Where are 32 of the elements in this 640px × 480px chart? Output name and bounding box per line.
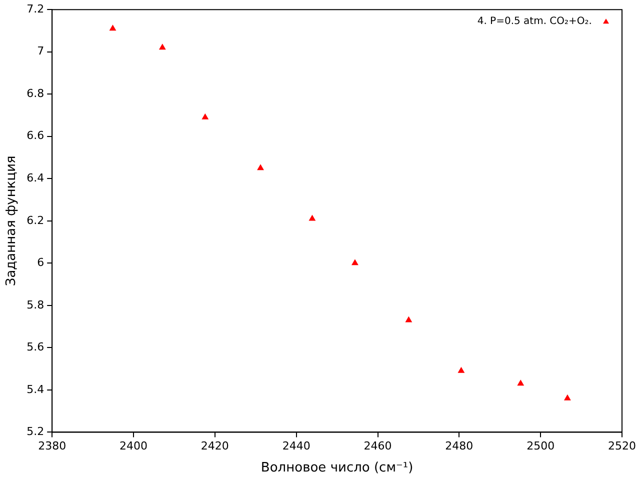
y-tick-label: 6.6 <box>26 129 44 142</box>
y-tick-label: 5.8 <box>26 298 44 312</box>
y-tick-label: 5.6 <box>26 340 44 354</box>
x-tick-label: 2420 <box>200 440 229 453</box>
legend-label: 4. P=0.5 atm. CO₂+O₂. <box>477 16 592 28</box>
y-tick-label: 6.8 <box>26 86 44 100</box>
x-tick-label: 2520 <box>608 440 636 453</box>
y-tick-label: 5.4 <box>26 382 44 396</box>
point <box>518 380 524 386</box>
point <box>257 164 264 170</box>
y-tick-label: 6.4 <box>26 172 44 184</box>
x-tick-label: 2440 <box>282 440 310 453</box>
y-tick-label: 6.2 <box>26 214 44 227</box>
point <box>309 215 316 221</box>
x-axis-title: Волновое число (см⁻¹) <box>260 460 414 476</box>
y-tick-label: 5.2 <box>26 425 44 438</box>
y-tick-label: 7 <box>37 44 44 58</box>
point <box>564 394 571 400</box>
point <box>110 25 116 31</box>
point <box>159 44 166 50</box>
point <box>202 114 208 120</box>
x-tick-label: 2480 <box>445 440 474 453</box>
x-tick-label: 2400 <box>120 440 148 453</box>
x-tick-label: 2380 <box>38 440 66 453</box>
point <box>352 260 358 266</box>
point <box>406 316 412 322</box>
x-tick-label: 2500 <box>526 440 555 453</box>
y-tick-label: 6 <box>37 256 44 270</box>
y-axis-title: Заданная функция <box>4 156 20 286</box>
y-tick-label: 7.2 <box>26 2 44 16</box>
x-tick-label: 2460 <box>364 440 392 453</box>
point <box>458 367 464 373</box>
